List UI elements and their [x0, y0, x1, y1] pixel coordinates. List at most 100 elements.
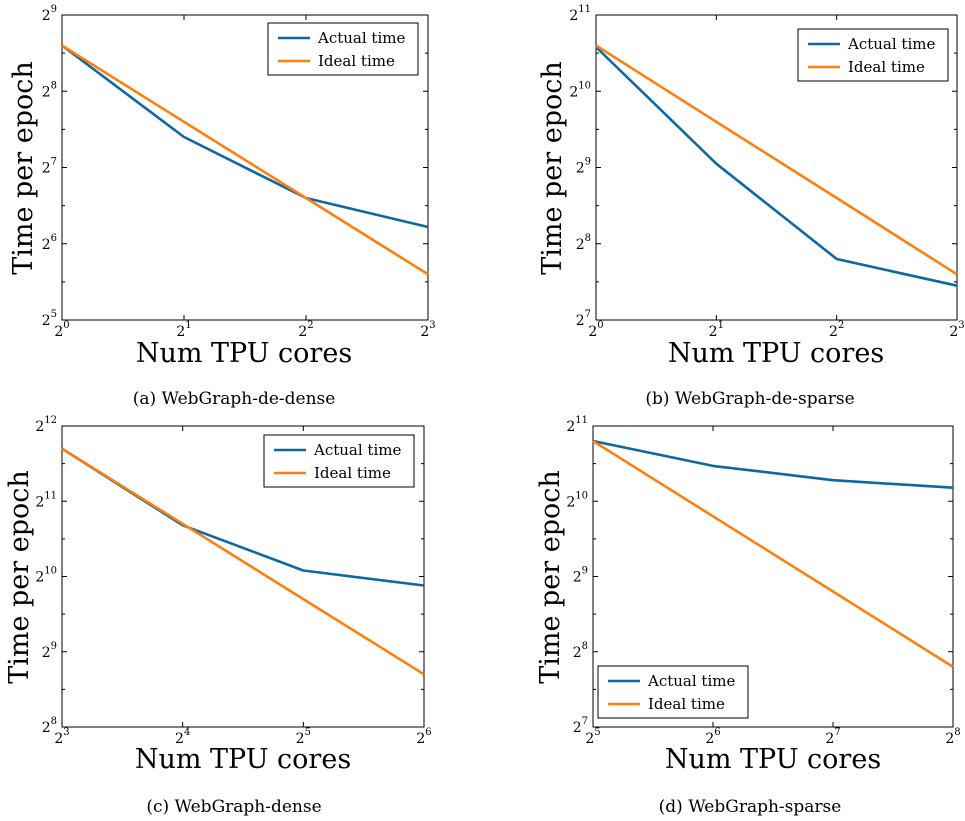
x-tick-label-exponent: 5: [594, 727, 600, 738]
y-tick-label-base: 2: [566, 419, 575, 435]
x-axis-label: Num TPU cores: [668, 338, 884, 369]
x-tick-label-exponent: 3: [958, 320, 964, 331]
y-tick-label: 29: [573, 566, 588, 586]
y-tick-label-base: 2: [35, 419, 44, 435]
x-tick-label-exponent: 2: [838, 320, 844, 331]
y-tick-label-exponent: 11: [578, 4, 591, 15]
legend-box: [797, 28, 949, 82]
legend: Actual time Ideal time: [797, 28, 949, 82]
y-tick-label: 28: [42, 716, 57, 736]
y-tick-label-base: 2: [573, 570, 582, 586]
y-tick-label-exponent: 6: [51, 233, 57, 244]
x-axis-label: Num TPU cores: [136, 338, 352, 369]
y-tick-label-base: 2: [42, 84, 51, 100]
y-tick-label-exponent: 12: [44, 415, 57, 426]
x-tick-label: 20: [588, 320, 603, 340]
x-tick-label-exponent: 1: [718, 320, 724, 331]
y-tick-label: 212: [35, 415, 57, 435]
y-tick-label-base: 2: [573, 720, 582, 736]
legend-box: [263, 434, 415, 488]
x-tick-label-base: 2: [829, 324, 838, 340]
y-tick-label-base: 2: [576, 313, 585, 329]
y-tick-label: 27: [576, 309, 591, 329]
y-tick-label-exponent: 11: [44, 490, 57, 501]
subfigure-caption: (b) WebGraph-de-sparse: [645, 389, 854, 409]
x-tick-label-exponent: 0: [597, 320, 603, 331]
y-tick-label-base: 2: [42, 720, 51, 736]
y-tick-label: 29: [42, 641, 57, 661]
subfigure-caption: (c) WebGraph-dense: [146, 797, 321, 817]
x-tick-label: 23: [54, 727, 69, 747]
x-tick-label-base: 2: [825, 731, 834, 747]
y-tick-label: 29: [42, 4, 57, 24]
y-tick-label-base: 2: [569, 84, 578, 100]
x-tick-label: 27: [825, 727, 840, 747]
x-tick-label-base: 2: [949, 324, 958, 340]
x-tick-label-base: 2: [709, 324, 718, 340]
y-tick-label: 25: [42, 309, 57, 329]
y-tick-label-base: 2: [42, 313, 51, 329]
x-tick-label-exponent: 6: [714, 727, 720, 738]
x-tick-label-exponent: 7: [834, 727, 840, 738]
legend: Actual time Ideal time: [597, 665, 749, 719]
series-line-actual: [595, 46, 958, 287]
x-tick-label: 25: [585, 727, 600, 747]
y-tick-label-exponent: 8: [51, 80, 57, 91]
y-tick-label-base: 2: [573, 645, 582, 661]
y-tick-label-base: 2: [42, 237, 51, 253]
y-tick-label-exponent: 5: [51, 309, 57, 320]
x-tick-label-base: 2: [588, 324, 597, 340]
y-tick-label-base: 2: [35, 494, 44, 510]
y-tick-label: 26: [42, 233, 57, 253]
x-tick-label-base: 2: [945, 731, 954, 747]
y-tick-label-base: 2: [42, 161, 51, 177]
y-tick-label: 28: [42, 80, 57, 100]
y-tick-label: 28: [573, 641, 588, 661]
x-tick-label-exponent: 0: [63, 320, 69, 331]
y-tick-label-base: 2: [576, 161, 585, 177]
y-axis-label: Time per epoch: [535, 470, 566, 684]
legend-label-actual: Actual time: [847, 35, 935, 53]
x-tick-label: 24: [175, 727, 190, 747]
y-tick-label: 210: [569, 80, 591, 100]
y-tick-label-exponent: 7: [585, 309, 591, 320]
x-tick-label-base: 2: [175, 731, 184, 747]
y-tick-label-exponent: 9: [51, 4, 57, 15]
x-tick-label-base: 2: [705, 731, 714, 747]
x-tick-label-base: 2: [54, 324, 63, 340]
series-line-actual: [592, 439, 954, 489]
x-tick-label: 20: [54, 320, 69, 340]
y-tick-label: 27: [42, 157, 57, 177]
y-tick-label: 28: [576, 233, 591, 253]
series-line-actual: [61, 44, 429, 229]
legend-label-actual: Actual time: [317, 29, 405, 47]
x-tick-label-base: 2: [416, 731, 425, 747]
x-tick-label: 21: [709, 320, 724, 340]
series-line-ideal: [61, 44, 429, 276]
x-tick-label-exponent: 6: [425, 727, 431, 738]
x-tick-label: 26: [416, 727, 431, 747]
x-axis-label: Num TPU cores: [135, 744, 351, 775]
x-tick-label-exponent: 2: [307, 320, 313, 331]
x-tick-label-exponent: 3: [63, 727, 69, 738]
y-tick-label-exponent: 9: [51, 641, 57, 652]
x-tick-label-base: 2: [420, 324, 429, 340]
y-tick-label: 210: [566, 490, 588, 510]
x-tick-label: 26: [705, 727, 720, 747]
y-tick-label-exponent: 8: [582, 641, 588, 652]
y-tick-label-base: 2: [42, 8, 51, 24]
series-line-ideal: [61, 447, 425, 676]
y-tick-label-exponent: 10: [578, 80, 591, 91]
y-axis-label: Time per epoch: [537, 61, 568, 275]
y-tick-label-exponent: 10: [575, 490, 588, 501]
y-tick-label-base: 2: [569, 8, 578, 24]
legend: Actual time Ideal time: [263, 434, 415, 488]
y-axis-label: Time per epoch: [8, 61, 39, 275]
x-tick-label-base: 2: [585, 731, 594, 747]
y-tick-label-exponent: 9: [585, 157, 591, 168]
legend-box: [597, 665, 749, 719]
